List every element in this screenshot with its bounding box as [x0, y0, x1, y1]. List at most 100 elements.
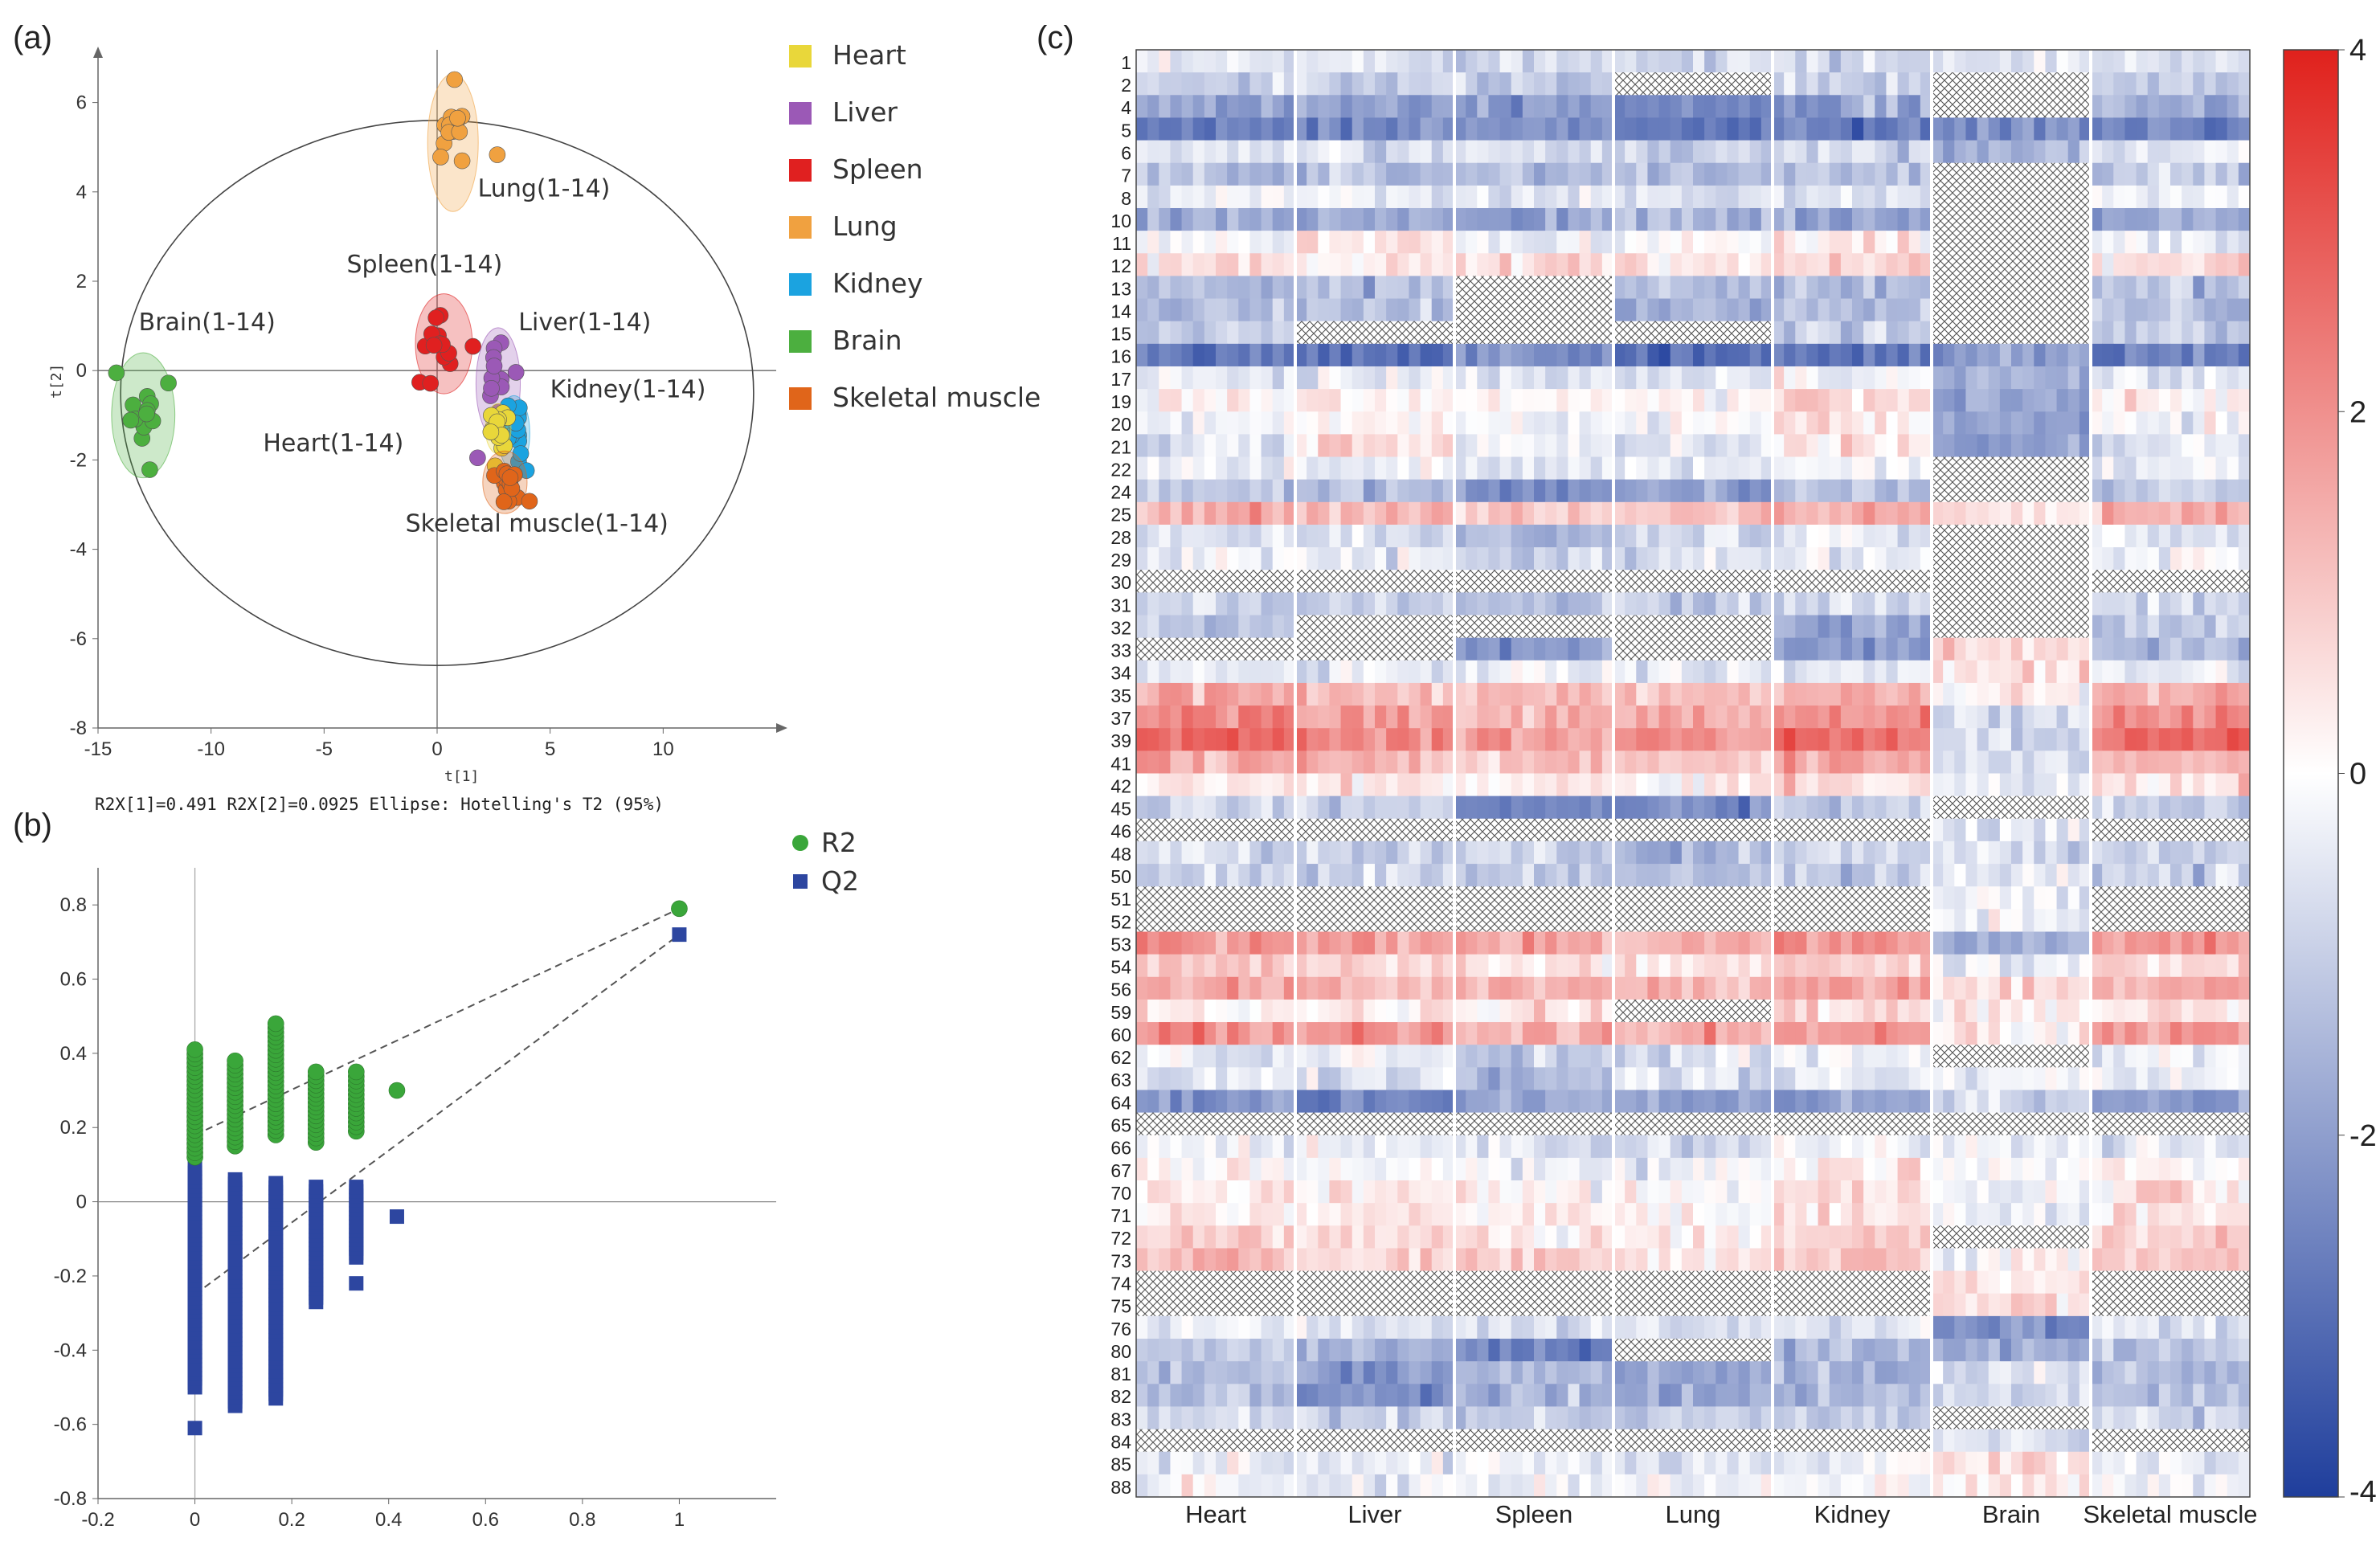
heatmap-cell	[2136, 162, 2149, 186]
heatmap-cell	[2102, 1203, 2114, 1226]
heatmap-cell	[1249, 185, 1262, 209]
heatmap-cell	[1227, 501, 1239, 526]
heatmap-cell	[1658, 162, 1671, 186]
heatmap-cell	[1159, 456, 1171, 481]
heatmap-cell	[1488, 162, 1501, 186]
heatmap-cell	[1431, 366, 1444, 390]
heatmap-cell	[1613, 840, 1626, 865]
heatmap-cell	[1466, 795, 1478, 820]
heatmap-cell	[1431, 298, 1444, 322]
heatmap-cell	[1249, 1157, 1262, 1181]
heatmap-cell	[2091, 1180, 2103, 1204]
heatmap-cell	[1534, 592, 1546, 616]
heatmap-cell	[1307, 999, 1319, 1023]
heatmap-cell	[2170, 1157, 2182, 1181]
heatmap-cell	[1272, 1225, 1285, 1249]
heatmap-cell	[1295, 253, 1307, 276]
heatmap-cell	[1965, 954, 1978, 978]
heatmap-cell	[1522, 1248, 1535, 1272]
heatmap-cell	[1840, 298, 1853, 322]
heatmap-cell	[1204, 976, 1217, 1000]
heatmap-cell	[2056, 931, 2069, 955]
heatmap-cell	[1454, 795, 1466, 820]
heatmap-cell	[1397, 231, 1409, 254]
heatmap-cell	[1534, 547, 1546, 571]
heatmap-cell	[1681, 592, 1694, 616]
heatmap-cell	[1556, 253, 1568, 276]
heatmap-cell	[2215, 72, 2228, 96]
heatmap-cell	[1522, 1090, 1535, 1114]
heatmap-cell	[1977, 1135, 1989, 1159]
heatmap-cell	[1283, 117, 1296, 141]
heatmap-cell	[1760, 389, 1773, 412]
heatmap-cell	[1488, 1090, 1501, 1114]
heatmap-cell	[1932, 140, 1944, 164]
heatmap-cell	[1159, 1067, 1171, 1090]
heatmap-cell	[1454, 50, 1466, 73]
heatmap-cell	[1363, 434, 1376, 458]
heatmap-cell	[1249, 954, 1262, 978]
missing-cell	[1613, 1112, 1773, 1136]
heatmap-cell	[2215, 750, 2228, 774]
heatmap-cell	[1738, 1225, 1751, 1249]
heatmap-cell	[1863, 1203, 1875, 1226]
heatmap-cell	[1920, 682, 1932, 706]
heatmap-cell	[2170, 50, 2182, 73]
heatmap-cell	[1192, 1225, 1205, 1249]
heatmap-cell	[1749, 231, 1762, 254]
heatmap-cell	[1681, 50, 1694, 73]
heatmap-cell	[2147, 456, 2160, 481]
heatmap-cell	[1477, 140, 1489, 164]
heatmap-cell	[1806, 298, 1819, 322]
heatmap-cell	[1204, 931, 1217, 955]
heatmap-cell	[2147, 705, 2160, 729]
heatmap-cell	[1875, 479, 1887, 503]
heatmap-cell	[2091, 773, 2103, 797]
heatmap-cell	[1375, 231, 1387, 254]
heatmap-cell	[1760, 1248, 1773, 1272]
heatmap-cell	[1806, 185, 1819, 209]
heatmap-cell	[1136, 795, 1148, 820]
heatmap-cell	[1272, 434, 1285, 458]
heatmap-cell	[2079, 976, 2092, 1000]
heatmap-cell	[1840, 999, 1853, 1023]
heatmap-cell	[1249, 592, 1262, 616]
heatmap-cell	[2102, 1135, 2114, 1159]
heatmap-cell	[2204, 72, 2217, 96]
heatmap-cell	[1204, 773, 1217, 797]
heatmap-cell	[1999, 140, 2012, 164]
heatmap-cell	[1568, 728, 1581, 751]
heatmap-cell	[1181, 1180, 1194, 1204]
heatmap-cell	[1249, 615, 1262, 639]
heatmap-cell	[1863, 117, 1875, 141]
heatmap-cell	[1409, 1090, 1421, 1114]
heatmap-cell	[1773, 117, 1785, 141]
heatmap-cell	[1829, 547, 1842, 571]
heatmap-cell	[2238, 1135, 2251, 1159]
heatmap-cell	[2022, 366, 2034, 390]
heatmap-cell	[2193, 840, 2205, 865]
heatmap-cell	[1965, 1135, 1978, 1159]
heatmap-cell	[2102, 931, 2114, 955]
heatmap-cell	[1625, 411, 1637, 435]
heatmap-cell	[1136, 999, 1148, 1023]
heatmap-cell	[1625, 1180, 1637, 1204]
heatmap-cell	[1818, 931, 1830, 955]
heatmap-cell	[1181, 795, 1194, 820]
heatmap-cell	[1568, 524, 1581, 548]
heatmap-cell	[2056, 728, 2069, 751]
heatmap-cell	[1477, 117, 1489, 141]
heatmap-cell	[1658, 366, 1671, 390]
heatmap-cell	[1340, 1157, 1353, 1181]
heatmap-cell	[1954, 50, 1966, 73]
heatmap-cell	[1613, 660, 1626, 684]
heatmap-cell	[2158, 50, 2171, 73]
heatmap-cell	[1579, 479, 1592, 503]
heatmap-cell	[1397, 389, 1409, 412]
heatmap-cell	[1170, 72, 1183, 96]
heatmap-cell	[2182, 976, 2194, 1000]
heatmap-cell	[1863, 50, 1875, 73]
heatmap-cell	[1932, 660, 1944, 684]
heatmap-cell	[2238, 207, 2251, 231]
heatmap-cell	[1863, 1135, 1875, 1159]
